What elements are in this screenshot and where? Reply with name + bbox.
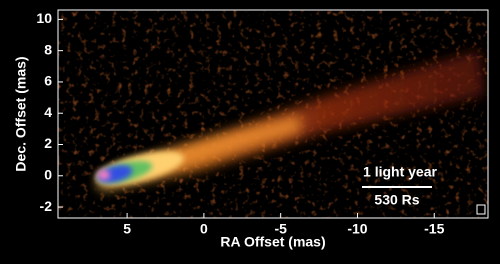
y-tick-label: 10 (36, 10, 52, 26)
y-tick-label: 4 (44, 104, 52, 120)
x-tick-label: 5 (123, 221, 131, 237)
jet-image (58, 10, 488, 218)
y-tick-label: 0 (44, 166, 52, 182)
plot-frame (57, 9, 489, 219)
corner-icon (476, 204, 486, 215)
y-tick-label: 6 (44, 73, 52, 89)
x-tick-label: -5 (274, 221, 287, 237)
y-axis-label: Dec. Offset (mas) (13, 56, 29, 171)
x-tick-label: -10 (347, 221, 367, 237)
y-tick-label: -2 (40, 198, 53, 214)
x-tick-label: 0 (200, 221, 208, 237)
y-tick-label: 2 (44, 135, 52, 151)
scale-label: 1 light year (363, 164, 437, 180)
y-tick-label: 8 (44, 41, 52, 57)
x-tick-label: -15 (424, 221, 444, 237)
x-axis-label: RA Offset (mas) (220, 234, 325, 250)
scale-label: 530 Rs (374, 192, 419, 208)
